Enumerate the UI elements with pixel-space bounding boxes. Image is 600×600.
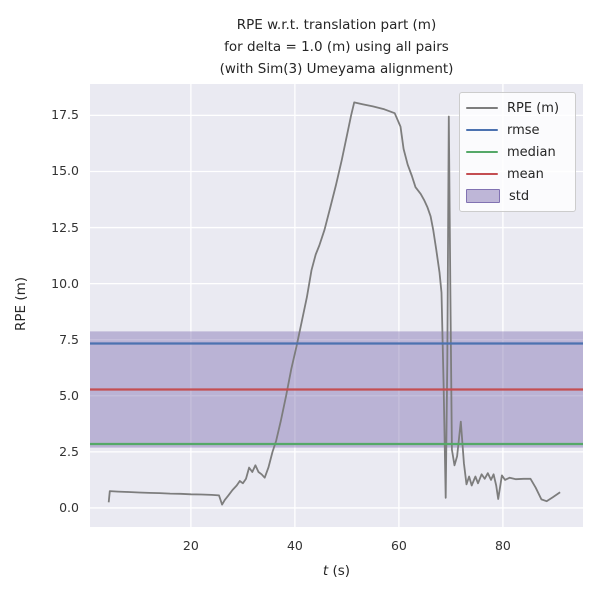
mean-line-swatch (466, 172, 498, 176)
y-tick-label: 15.0 (51, 163, 79, 179)
legend-label-std: std (509, 188, 530, 204)
y-tick-label: 0.0 (59, 499, 79, 515)
legend-label-rpe: RPE (m) (507, 100, 560, 116)
y-tick-label: 5.0 (59, 387, 79, 403)
legend-item-mean: mean (466, 163, 567, 185)
x-tick-label: 60 (390, 538, 407, 553)
rpe-series-line (107, 101, 561, 506)
y-tick-label: 7.5 (59, 331, 79, 347)
legend-label-median: median (507, 144, 556, 160)
x-tick-label: 40 (286, 538, 303, 553)
legend-item-rmse: rmse (466, 119, 567, 141)
chart-title: RPE w.r.t. translation part (m) for delt… (90, 14, 583, 80)
rmse-line-swatch (466, 128, 498, 132)
x-tick-label: 80 (494, 538, 511, 553)
y-tick-label: 12.5 (51, 219, 79, 235)
legend-item-median: median (466, 141, 567, 163)
std-patch-swatch (466, 189, 500, 203)
y-tick-label: 10.0 (51, 275, 79, 291)
legend-item-std: std (466, 185, 567, 207)
chart-title-line-3: (with Sim(3) Umeyama alignment) (219, 61, 454, 77)
legend: RPE (m) rmse median mean std (459, 92, 576, 212)
chart-title-line-1: RPE w.r.t. translation part (m) (236, 17, 437, 33)
x-tick-label: 20 (182, 538, 199, 553)
legend-label-mean: mean (507, 166, 544, 182)
x-axis-label-unit: (s) (328, 563, 351, 579)
rpe-line-swatch (466, 106, 498, 110)
legend-item-rpe: RPE (m) (466, 97, 567, 119)
x-axis-label: t (s) (90, 563, 583, 579)
y-tick-label: 17.5 (51, 107, 79, 123)
median-line-swatch (466, 150, 498, 154)
legend-label-rmse: rmse (507, 122, 540, 138)
chart-title-line-2: for delta = 1.0 (m) using all pairs (224, 39, 449, 55)
y-tick-label: 2.5 (59, 443, 79, 459)
x-axis-label-variable: t (322, 563, 329, 579)
